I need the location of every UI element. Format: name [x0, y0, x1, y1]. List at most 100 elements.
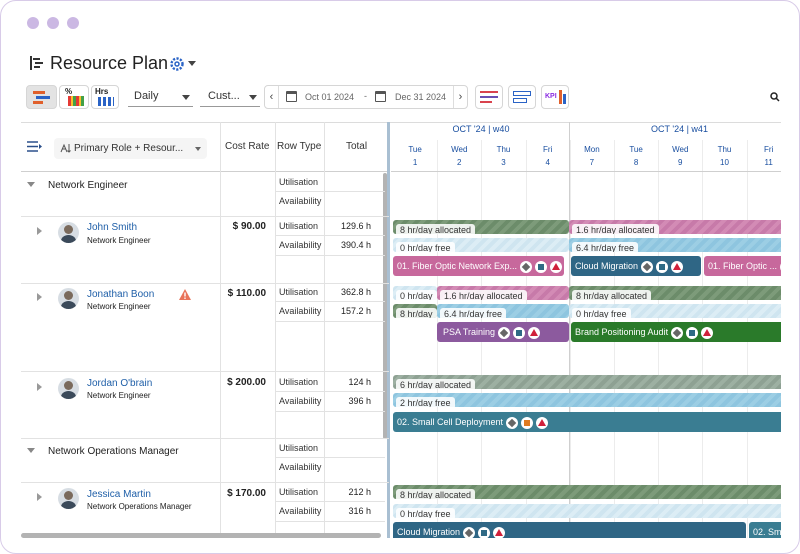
total: 129.6 h [340, 221, 371, 231]
total: 157.2 h [340, 306, 371, 316]
task-bar[interactable]: 02. Small Cell Deployment [393, 412, 781, 432]
total: 212 h [348, 487, 371, 497]
separator [275, 301, 385, 302]
hours-icon: Hrs [95, 87, 109, 96]
separator [21, 283, 389, 284]
decoration [513, 326, 526, 339]
task-bar[interactable]: 02. Sm... [749, 522, 781, 538]
expand-all-button[interactable] [27, 140, 43, 154]
separator [275, 191, 385, 192]
task-bar[interactable]: Cloud Migration [393, 522, 746, 538]
availability-bar[interactable]: 2 hr/day free [393, 393, 781, 407]
availability-bar[interactable]: 6.4 hr/day free [437, 304, 569, 318]
group-by-dropdown[interactable]: Primary Role + Resour... [54, 138, 207, 159]
expand-toggle[interactable] [37, 493, 42, 501]
day-date: 8 [633, 158, 639, 167]
column-header[interactable]: Cost Rate [225, 141, 270, 152]
hours-view-button[interactable]: Hrs [91, 85, 119, 109]
task-label: 02. Sm... [753, 527, 781, 537]
decoration [33, 101, 43, 104]
total: 390.4 h [340, 240, 371, 250]
availability-bar[interactable]: 6.4 hr/day free [569, 238, 781, 252]
sort-icon [60, 143, 71, 153]
utilisation-bar[interactable]: 8 hr/day allocated [569, 286, 781, 300]
decoration [463, 526, 476, 538]
page-title: Resource Plan [50, 53, 169, 73]
utilisation-bar[interactable]: 1.6 hr/day allocated [569, 220, 781, 234]
column-header[interactable]: Total [345, 141, 368, 152]
percent-view-button[interactable]: % [59, 85, 89, 109]
utilisation-bar[interactable]: 6 hr/day allocated [393, 375, 781, 389]
decoration [33, 91, 45, 94]
row-settings-button[interactable] [475, 85, 503, 109]
utilisation-bar[interactable]: 0 hr/day [393, 286, 437, 300]
utilisation-bar[interactable]: 8 hr/day allocated [393, 220, 569, 234]
bar-label: 8 hr/day allocated [396, 489, 476, 499]
task-bar[interactable]: PSA Training [437, 322, 569, 342]
splitter[interactable] [387, 122, 390, 538]
task-bar[interactable]: 01. Fiber Optic Network Exp... [393, 256, 564, 276]
availability-bar[interactable]: 8 hr/day [393, 304, 437, 318]
expand-toggle[interactable] [37, 383, 42, 391]
resource-name[interactable]: Jordan O'brain [87, 378, 153, 389]
task-bar[interactable]: 01. Fiber Optic ... [704, 256, 781, 276]
column-header[interactable]: Row Type [277, 141, 322, 152]
decoration [498, 326, 511, 339]
window-dot [47, 17, 59, 29]
task-bar[interactable]: Cloud Migration [571, 256, 701, 276]
day-name: Tue [408, 145, 422, 154]
task-label: 01. Fiber Optic Network Exp... [397, 261, 518, 271]
calendar-icon[interactable] [375, 91, 386, 102]
start-date[interactable]: Oct 01 2024 [305, 92, 355, 102]
bar-label: 6.4 hr/day free [440, 308, 507, 318]
resource-name[interactable]: Jessica Martin [87, 489, 151, 500]
decoration [480, 91, 498, 93]
expand-toggle[interactable] [37, 227, 42, 235]
warning-icon[interactable] [178, 288, 192, 301]
bar-label: 0 hr/day [396, 290, 437, 300]
resource-name[interactable]: Jonathan Boon [87, 289, 155, 300]
bar-label: 6 hr/day allocated [396, 379, 476, 389]
separator [569, 122, 570, 538]
calendar-icon[interactable] [286, 91, 297, 102]
avatar [58, 488, 79, 509]
row-type: Utilisation [279, 177, 319, 187]
end-date[interactable]: Dec 31 2024 [395, 92, 447, 102]
expand-toggle[interactable] [37, 293, 42, 301]
prev-button[interactable]: ‹ [265, 86, 279, 108]
task-bar[interactable]: Brand Positioning Audit [571, 322, 781, 342]
search-button[interactable] [770, 92, 780, 102]
decoration [68, 96, 84, 106]
utilisation-bar[interactable]: 8 hr/day allocated [393, 485, 781, 499]
day-name: Mon [584, 145, 600, 154]
availability-bar[interactable]: 0 hr/day free [393, 238, 569, 252]
bar-label: 0 hr/day free [572, 308, 631, 318]
day-name: Tue [629, 145, 643, 154]
collapse-toggle[interactable] [27, 182, 35, 187]
vertical-scrollbar[interactable] [383, 173, 387, 439]
window-dot [67, 17, 79, 29]
view-dropdown[interactable]: Daily [128, 87, 193, 107]
resource-name[interactable]: John Smith [87, 222, 138, 233]
separator [275, 235, 385, 236]
bar-label: 8 hr/day allocated [396, 224, 476, 234]
utilisation-bar[interactable]: 1.6 hr/day allocated [437, 286, 569, 300]
next-button[interactable]: › [453, 86, 467, 108]
range-dropdown[interactable]: Cust... [200, 87, 260, 107]
gantt-view-button[interactable] [26, 85, 57, 109]
availability-bar[interactable]: 0 hr/day free [569, 304, 781, 318]
bar-label: 0 hr/day free [396, 508, 455, 518]
decoration [480, 96, 498, 98]
availability-bar[interactable]: 0 hr/day free [393, 504, 781, 518]
column-settings-button[interactable] [508, 85, 536, 109]
decoration [521, 416, 534, 429]
row-type: Utilisation [279, 287, 319, 297]
collapse-toggle[interactable] [27, 448, 35, 453]
settings-button[interactable] [169, 56, 185, 72]
settings-caret[interactable] [188, 61, 196, 66]
decoration [528, 326, 541, 339]
decoration [563, 94, 566, 104]
horizontal-scrollbar[interactable] [21, 533, 381, 538]
kpi-button[interactable]: KPI [541, 85, 569, 109]
